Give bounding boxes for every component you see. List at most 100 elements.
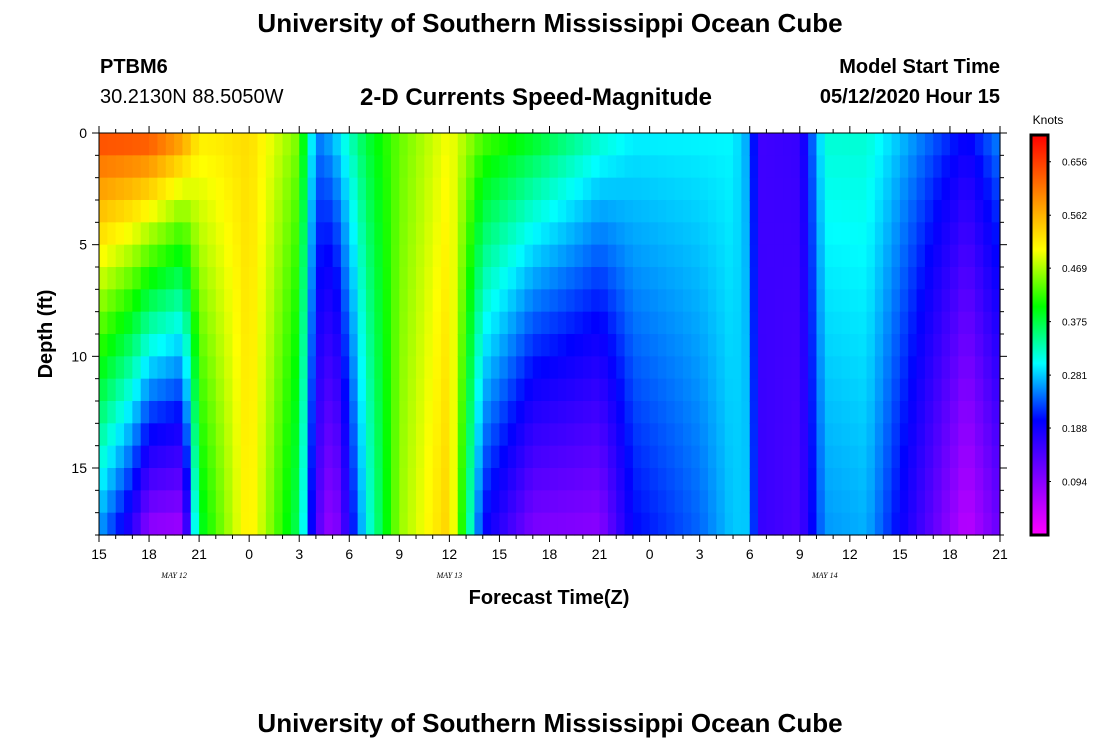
heatmap-cell	[657, 133, 667, 156]
heatmap-cell	[174, 356, 184, 380]
heatmap-cell	[891, 445, 901, 469]
heatmap-cell	[215, 311, 225, 335]
heatmap-cell	[649, 445, 659, 469]
heatmap-cell	[466, 423, 476, 447]
heatmap-cell	[424, 289, 434, 313]
colorbar-label: 0.562	[1062, 211, 1087, 222]
heatmap-cell	[332, 378, 342, 402]
heatmap-cell	[265, 512, 275, 536]
heatmap-cell	[149, 401, 158, 424]
heatmap-cell	[399, 244, 409, 268]
heatmap-cell	[149, 468, 158, 491]
heatmap-cell	[449, 468, 459, 491]
heatmap-cell	[766, 177, 776, 201]
heatmap-cell	[899, 512, 909, 536]
heatmap-cell	[591, 311, 601, 335]
x-tick-label: 12	[442, 546, 458, 562]
heatmap-cell	[824, 244, 834, 268]
heatmap-cell	[582, 468, 592, 491]
heatmap-cell	[791, 356, 801, 380]
heatmap-cell	[190, 311, 200, 335]
heatmap-cell	[457, 423, 467, 447]
heatmap-cell	[357, 155, 367, 179]
y-tick-label: 0	[79, 125, 87, 141]
heatmap-cell	[808, 311, 818, 335]
heatmap-cell	[649, 512, 659, 536]
heatmap-cell	[374, 177, 384, 201]
heatmap-cell	[107, 468, 117, 491]
heatmap-cell	[816, 356, 826, 380]
heatmap-cell	[699, 244, 709, 268]
heatmap-cell	[507, 512, 517, 536]
heatmap-cell	[783, 222, 793, 246]
heatmap-cell	[524, 200, 534, 223]
heatmap-cell	[974, 490, 984, 514]
heatmap-cell	[499, 311, 509, 335]
heatmap-cell	[516, 468, 526, 491]
x-tick-label: 15	[91, 546, 107, 562]
heatmap-cell	[374, 423, 384, 447]
heatmap-cell	[390, 155, 400, 179]
heatmap-cell	[199, 133, 209, 156]
heatmap-cell	[182, 401, 192, 424]
colorbar-label: 0.188	[1062, 424, 1087, 435]
heatmap-cell	[199, 378, 209, 402]
heatmap-cell	[733, 200, 742, 223]
heatmap-cell	[290, 356, 300, 380]
heatmap-cell	[215, 378, 225, 402]
heatmap-cell	[966, 133, 976, 156]
heatmap-cell	[199, 155, 209, 179]
heatmap-cell	[299, 155, 309, 179]
heatmap-cell	[549, 133, 559, 156]
heatmap-cell	[582, 311, 592, 335]
heatmap-cell	[491, 155, 501, 179]
heatmap-cell	[699, 133, 709, 156]
heatmap-cell	[599, 155, 609, 179]
heatmap-cell	[549, 244, 559, 268]
heatmap-cell	[741, 177, 751, 201]
heatmap-cell	[382, 267, 392, 290]
heatmap-cell	[165, 468, 175, 491]
heatmap-cell	[265, 445, 275, 469]
heatmap-cell	[107, 311, 117, 335]
heatmap-cell	[516, 244, 526, 268]
heatmap-cell	[841, 356, 851, 380]
heatmap-cell	[657, 222, 667, 246]
heatmap-cell	[249, 378, 259, 402]
heatmap-cell	[240, 445, 250, 469]
heatmap-cell	[691, 244, 701, 268]
heatmap-cell	[282, 401, 292, 424]
heatmap-cell	[766, 445, 776, 469]
heatmap-cell	[482, 445, 492, 469]
heatmap-cell	[124, 222, 133, 246]
heatmap-cell	[799, 512, 809, 536]
heatmap-cell	[616, 490, 626, 514]
heatmap-cell	[724, 155, 734, 179]
heatmap-cell	[382, 177, 392, 201]
heatmap-cell	[749, 490, 759, 514]
heatmap-cell	[449, 378, 459, 402]
heatmap-cell	[607, 445, 617, 469]
x-tick-label: 9	[796, 546, 804, 562]
heatmap-cell	[482, 311, 492, 335]
heatmap-cell	[741, 267, 751, 290]
heatmap-cell	[466, 289, 476, 313]
heatmap-cell	[833, 378, 843, 402]
heatmap-cell	[591, 356, 601, 380]
heatmap-cell	[808, 512, 818, 536]
heatmap-cell	[841, 133, 851, 156]
heatmap-cell	[741, 468, 751, 491]
heatmap-cell	[966, 289, 976, 313]
heatmap-cell	[941, 267, 951, 290]
heatmap-cell	[933, 423, 943, 447]
heatmap-cell	[190, 177, 200, 201]
heatmap-cell	[874, 378, 884, 402]
heatmap-cell	[299, 200, 309, 223]
heatmap-cell	[574, 401, 584, 424]
heatmap-cell	[432, 267, 442, 290]
heatmap-cell	[983, 378, 993, 402]
heatmap-cell	[349, 267, 359, 290]
heatmap-cell	[232, 401, 242, 424]
heatmap-cell	[107, 133, 117, 156]
heatmap-cell	[307, 222, 317, 246]
